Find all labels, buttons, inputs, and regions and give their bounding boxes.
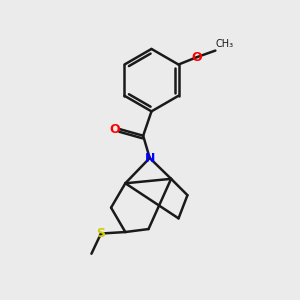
- Text: CH₃: CH₃: [216, 39, 234, 49]
- Text: O: O: [192, 51, 202, 64]
- Text: N: N: [145, 152, 155, 164]
- Text: S: S: [97, 227, 106, 240]
- Text: O: O: [109, 123, 120, 136]
